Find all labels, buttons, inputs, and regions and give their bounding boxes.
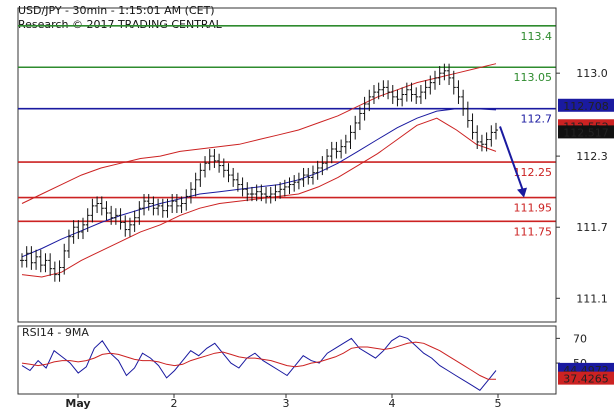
level-label: 111.75 bbox=[514, 225, 553, 238]
level-label: 113.05 bbox=[514, 71, 553, 84]
main-frame-rect bbox=[17, 7, 557, 323]
moving-average-line bbox=[21, 108, 497, 258]
price-badge-label: 112.517 bbox=[563, 126, 609, 139]
rsi-badge bbox=[558, 371, 614, 385]
rsi-series-line bbox=[21, 335, 497, 391]
price-tick-label: 111.7 bbox=[576, 221, 608, 234]
bollinger-bands-layer bbox=[21, 63, 497, 278]
time-tick-label: 4 bbox=[389, 397, 396, 410]
chart-title: USD/JPY - 30min - 1:15:01 AM (CET) bbox=[18, 4, 215, 17]
chart-copyright: Research © 2017 TRADING CENTRAL bbox=[18, 18, 222, 31]
time-tick-label: May bbox=[65, 397, 90, 410]
rsi-series-line bbox=[21, 341, 496, 380]
bollinger-lower-line bbox=[21, 117, 497, 278]
time-tick-label: 3 bbox=[283, 397, 290, 410]
rsi-panel-frame bbox=[17, 325, 557, 395]
rsi-tick-label: 70 bbox=[573, 332, 587, 345]
rsi-frame-rect bbox=[17, 325, 557, 395]
price-badge-label: 112.708 bbox=[563, 100, 609, 113]
main-panel-frame bbox=[17, 7, 557, 323]
projection-arrow-line bbox=[499, 126, 525, 194]
level-label: 112.7 bbox=[521, 113, 553, 126]
projection-layer bbox=[499, 126, 527, 198]
price-axis: 111.1 111.7 112.3 113.0 bbox=[555, 8, 608, 322]
price-tick-label: 113.0 bbox=[576, 67, 608, 80]
price-tick-label: 111.1 bbox=[576, 292, 608, 305]
price-layer bbox=[20, 63, 498, 282]
price-badge bbox=[558, 125, 614, 139]
bollinger-upper-line bbox=[21, 63, 497, 204]
level-label: 112.25 bbox=[514, 166, 553, 179]
price-tick-label: 112.3 bbox=[576, 150, 608, 163]
levels-layer: 113.4 113.05 112.7 112.25 111.95 111.75 bbox=[18, 24, 556, 238]
level-label: 113.4 bbox=[521, 30, 553, 43]
rsi-badge-label: 37.4265 bbox=[563, 373, 609, 386]
price-badge bbox=[558, 98, 614, 112]
rsi-title: RSI14 - 9MA bbox=[22, 326, 89, 339]
time-tick-label: 2 bbox=[171, 397, 178, 410]
level-label: 111.95 bbox=[514, 202, 553, 215]
time-tick-label: 5 bbox=[495, 397, 502, 410]
time-axis: May 2 3 4 5 bbox=[18, 393, 556, 410]
projection-arrow-head bbox=[517, 187, 527, 198]
